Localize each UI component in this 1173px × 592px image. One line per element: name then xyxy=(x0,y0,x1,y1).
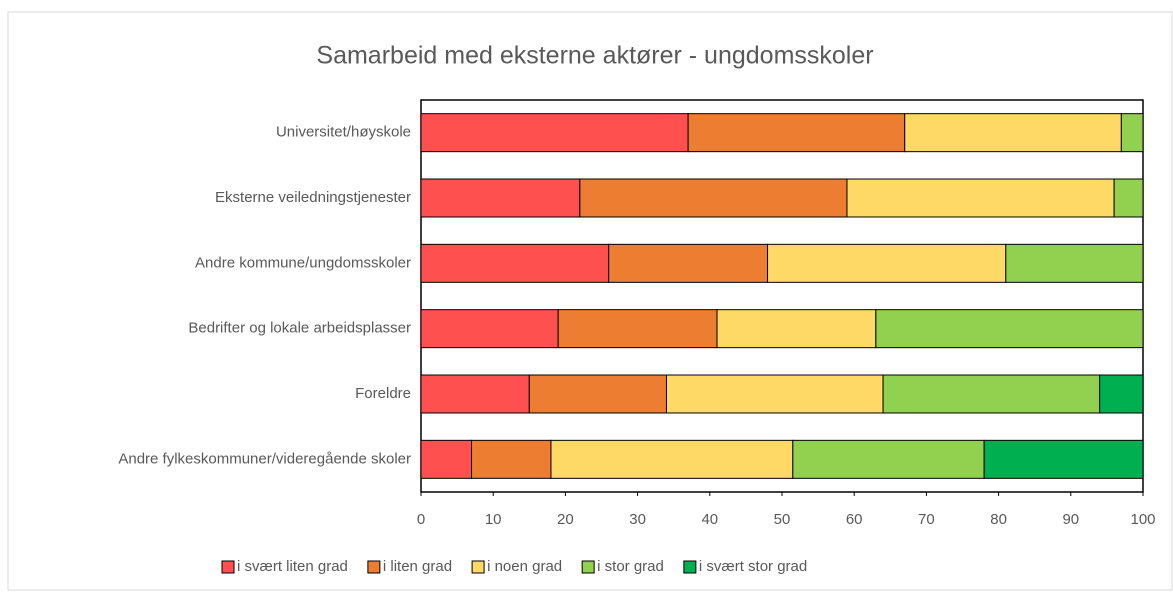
y-tick-label: Eksterne veiledningstjenester xyxy=(215,189,411,206)
bar-segment xyxy=(420,178,581,218)
legend-swatch xyxy=(581,560,595,574)
bar-segment xyxy=(716,309,877,349)
legend-label: i svært stor grad xyxy=(699,558,807,575)
y-tick-label: Universitet/høyskole xyxy=(276,124,411,141)
legend-swatch xyxy=(367,560,381,574)
bar-segment xyxy=(687,113,906,153)
bar-segment xyxy=(579,178,848,218)
legend-swatch xyxy=(221,560,235,574)
bar-segment xyxy=(550,439,794,479)
x-tick-label: 80 xyxy=(990,511,1007,528)
x-tick-label: 10 xyxy=(485,511,502,528)
bar-segment xyxy=(846,178,1115,218)
bar-segment xyxy=(420,374,530,414)
bar-segment xyxy=(1113,178,1144,218)
legend-label: i noen grad xyxy=(487,558,562,575)
legend-swatch xyxy=(683,560,697,574)
x-tick-label: 0 xyxy=(417,511,425,528)
x-tick-label: 100 xyxy=(1130,511,1155,528)
bar-segment xyxy=(471,439,552,479)
chart-title: Samarbeid med eksterne aktører - ungdoms… xyxy=(316,42,873,70)
bar-segment xyxy=(1120,113,1144,153)
bar-segment xyxy=(420,439,473,479)
bar-segment xyxy=(882,374,1101,414)
bar-segment xyxy=(875,309,1144,349)
y-tick-label: Foreldre xyxy=(355,385,411,402)
x-tick-label: 70 xyxy=(918,511,935,528)
x-tick-label: 90 xyxy=(1062,511,1079,528)
y-tick-label: Andre kommune/ungdomsskoler xyxy=(195,254,411,271)
plot-area xyxy=(420,99,1144,493)
bar-segment xyxy=(983,439,1144,479)
bar-segment xyxy=(420,309,559,349)
bar-segment xyxy=(1099,374,1144,414)
x-tick-label: 30 xyxy=(629,511,646,528)
bar-segment xyxy=(767,243,1007,283)
legend-swatch xyxy=(471,560,485,574)
x-tick-label: 20 xyxy=(557,511,574,528)
bar-segment xyxy=(904,113,1122,153)
bar-segment xyxy=(1005,243,1144,283)
bar-segment xyxy=(792,439,985,479)
legend-label: i liten grad xyxy=(383,558,452,575)
bar-segment xyxy=(608,243,769,283)
x-tick-label: 40 xyxy=(701,511,718,528)
x-tick-label: 50 xyxy=(774,511,791,528)
bar-segment xyxy=(557,309,718,349)
bar-segment xyxy=(528,374,667,414)
x-tick-label: 60 xyxy=(846,511,863,528)
bar-segment xyxy=(665,374,884,414)
bar-segment xyxy=(420,243,610,283)
bar-segment xyxy=(420,113,689,153)
y-tick-label: Andre fylkeskommuner/videregående skoler xyxy=(118,450,411,467)
y-tick-label: Bedrifter og lokale arbeidsplasser xyxy=(188,320,411,337)
legend-label: i stor grad xyxy=(597,558,664,575)
legend-label: i svært liten grad xyxy=(237,558,348,575)
